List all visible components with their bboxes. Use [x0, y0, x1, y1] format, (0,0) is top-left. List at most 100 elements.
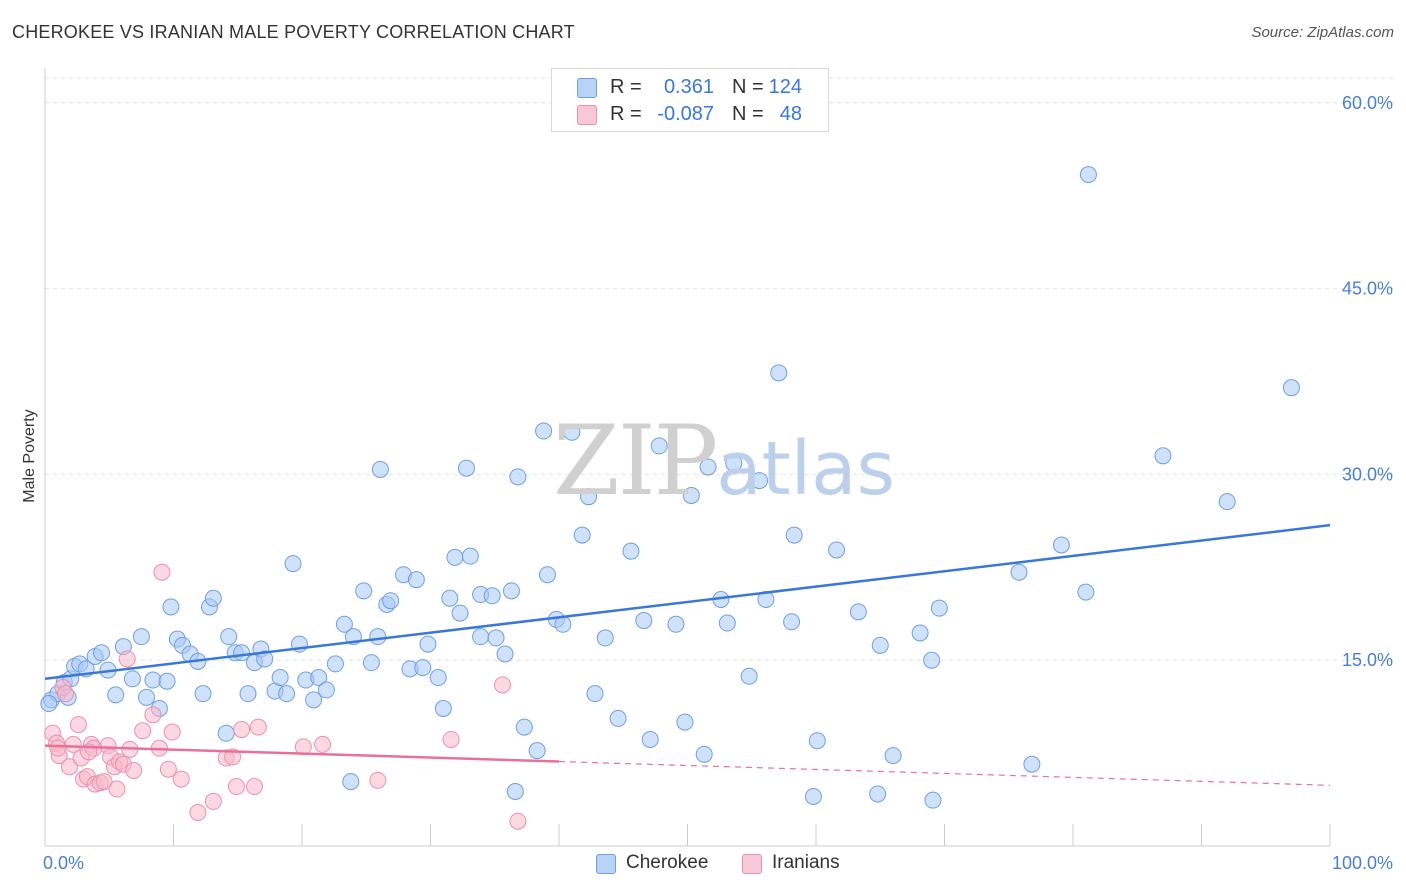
- data-point: [204, 589, 222, 607]
- data-point: [493, 676, 511, 694]
- data-point: [650, 437, 668, 455]
- data-point: [429, 669, 447, 687]
- data-point: [770, 364, 788, 382]
- x-tick-label: 100.0%: [1332, 853, 1393, 873]
- data-point: [609, 709, 627, 727]
- data-point: [509, 468, 527, 486]
- data-point: [563, 423, 581, 441]
- data-point: [220, 628, 238, 646]
- data-point: [144, 671, 162, 689]
- data-point: [884, 747, 902, 765]
- data-point: [869, 785, 887, 803]
- data-point: [125, 761, 143, 779]
- legend-swatch-iranians: [577, 105, 597, 125]
- data-point: [382, 592, 400, 610]
- data-point: [667, 615, 685, 633]
- chart-title: CHEROKEE VS IRANIAN MALE POVERTY CORRELA…: [12, 22, 575, 42]
- data-point: [682, 486, 700, 504]
- data-point: [162, 598, 180, 616]
- data-point: [434, 700, 452, 718]
- data-point: [580, 488, 598, 506]
- watermark-zip: ZIP: [553, 405, 718, 517]
- data-point: [1052, 536, 1070, 554]
- legend-n-value: 48: [779, 103, 802, 125]
- data-point: [828, 541, 846, 559]
- y-tick-label: 15.0%: [1342, 650, 1393, 670]
- data-point: [95, 773, 113, 791]
- data-point: [804, 787, 822, 805]
- data-point: [930, 599, 948, 617]
- data-point: [414, 659, 432, 677]
- data-point: [204, 792, 222, 810]
- data-point: [134, 722, 152, 740]
- data-point: [132, 628, 150, 646]
- data-point: [227, 778, 245, 796]
- data-point: [783, 613, 801, 631]
- data-point: [535, 422, 553, 440]
- data-point: [573, 526, 591, 544]
- data-point: [849, 603, 867, 621]
- watermark-atlas: atlas: [716, 426, 896, 512]
- data-point: [217, 724, 235, 742]
- data-point: [1154, 447, 1172, 465]
- data-point: [317, 681, 335, 699]
- data-point: [622, 542, 640, 560]
- gridlines: [45, 77, 1395, 661]
- legend-n-label: N =: [732, 103, 764, 125]
- data-point: [159, 760, 177, 778]
- data-point: [163, 723, 181, 741]
- legend-n-value: 124: [768, 76, 802, 98]
- data-point: [871, 636, 889, 654]
- data-point: [1218, 493, 1236, 511]
- data-point: [194, 685, 212, 703]
- data-point: [172, 770, 190, 788]
- data-point: [93, 644, 111, 662]
- data-point: [49, 739, 67, 757]
- data-point: [442, 730, 460, 748]
- source-label: Source: ZipAtlas.com: [1251, 24, 1394, 41]
- data-point: [451, 604, 469, 622]
- data-point: [355, 582, 373, 600]
- data-point: [407, 571, 425, 589]
- data-point: [461, 547, 479, 565]
- legend-label-iranians: Iranians: [772, 852, 840, 873]
- legend-r-label: R =: [610, 76, 642, 98]
- data-point: [502, 582, 520, 600]
- data-point: [371, 460, 389, 478]
- data-point: [153, 563, 171, 581]
- data-point: [158, 672, 176, 690]
- data-point: [911, 624, 929, 642]
- data-point: [57, 685, 75, 703]
- data-point: [1079, 166, 1097, 184]
- data-point: [1010, 563, 1028, 581]
- data-point: [641, 730, 659, 748]
- data-point: [271, 669, 289, 687]
- data-point: [60, 758, 78, 776]
- legend-r-label: R =: [610, 103, 642, 125]
- data-point: [144, 706, 162, 724]
- data-point: [326, 655, 344, 673]
- data-point: [335, 615, 353, 633]
- tick-labels: 15.0% 30.0% 45.0% 60.0% 0.0% 100.0%: [43, 93, 1393, 873]
- data-point: [107, 686, 125, 704]
- data-point: [245, 778, 263, 796]
- series-legend: Cherokee Iranians: [0, 852, 1406, 878]
- data-point: [528, 742, 546, 760]
- data-point: [699, 458, 717, 476]
- data-point: [249, 718, 267, 736]
- data-point: [472, 628, 490, 646]
- data-point: [239, 685, 257, 703]
- trend-line-extension-iranians: [558, 760, 1331, 786]
- data-point: [342, 773, 360, 791]
- x-tick-label: 0.0%: [43, 853, 84, 873]
- data-point: [419, 635, 437, 653]
- data-point: [446, 548, 464, 566]
- data-point: [369, 628, 387, 646]
- legend-row-iranians: R = -0.087 N = 48: [552, 101, 828, 127]
- trend-lines: [44, 523, 1331, 786]
- data-point: [118, 650, 136, 668]
- data-point: [695, 745, 713, 763]
- data-point: [718, 614, 736, 632]
- data-point: [808, 732, 826, 750]
